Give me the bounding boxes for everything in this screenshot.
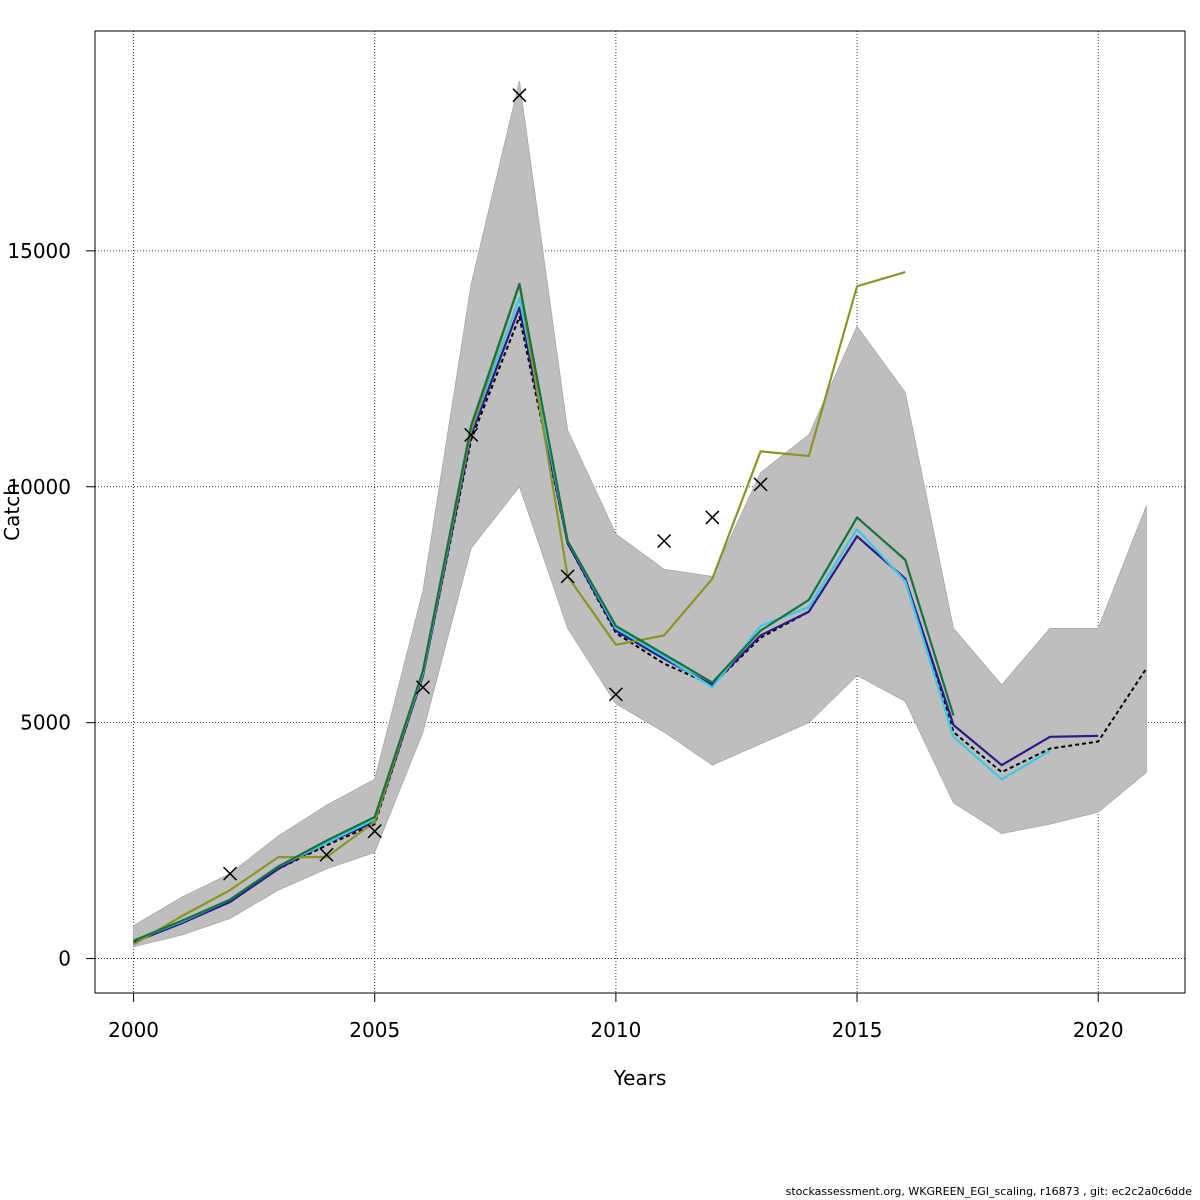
footer-credit: stockassessment.org, WKGREEN_EGI_scaling… [785,1185,1192,1198]
y-axis: 0 5000 10000 15000 [7,239,95,971]
observed-point [705,510,720,525]
observed-point [464,427,479,442]
y-tick-label: 10000 [7,475,71,499]
observed-point [223,866,238,881]
y-tick-label: 0 [58,947,71,971]
confidence-band-area [133,80,1147,948]
observed-point [753,477,768,492]
observed-point [560,569,575,584]
observed-markers [223,88,768,881]
series-line-5 [133,282,955,942]
observed-point [319,847,334,862]
plot-frame [94,30,1186,994]
series-line-2 [133,306,1099,944]
observed-point [657,533,672,549]
observed-point [512,88,527,103]
observed-point [415,680,430,695]
observed-point [367,824,382,839]
x-tick-label: 2020 [1073,1018,1124,1042]
y-tick-label: 15000 [7,239,71,263]
grid-lines [95,31,1185,993]
x-tick-label: 2010 [590,1018,641,1042]
x-tick-label: 2005 [349,1018,400,1042]
x-tick-label: 2015 [832,1018,883,1042]
x-axis: 2000 2005 2010 2015 2020 [108,993,1124,1042]
y-tick-label: 5000 [20,711,71,735]
x-tick-label: 2000 [108,1018,159,1042]
series-lines [133,271,1148,946]
x-axis-title: Years [613,1066,667,1090]
confidence-band [133,80,1147,948]
observed-point [608,687,623,702]
y-axis-title: Catch [0,483,24,541]
